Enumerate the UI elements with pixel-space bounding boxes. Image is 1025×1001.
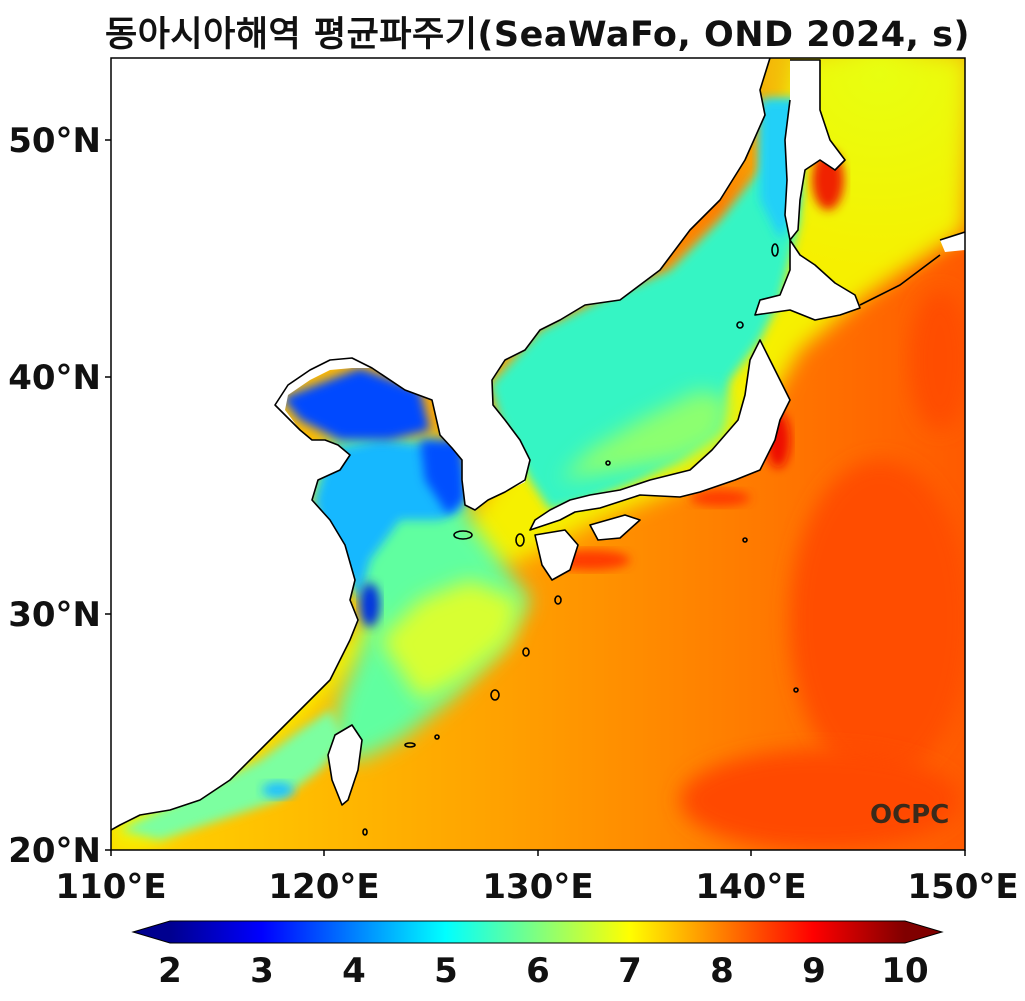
wave-period-field — [111, 58, 965, 850]
colorbar-tick-label: 9 — [802, 951, 826, 991]
colorbar-tick-label: 5 — [434, 951, 458, 991]
x-tick-label: 120°E — [268, 867, 379, 907]
colorbar-tick-label: 6 — [526, 951, 550, 991]
colorbar-min-extend — [133, 921, 170, 943]
x-tick-label: 130°E — [482, 867, 593, 907]
colorbar-tick-label: 7 — [618, 951, 642, 991]
colorbar — [131, 920, 944, 944]
y-tick-label: 40°N — [8, 358, 101, 398]
colorbar-tick-label: 10 — [881, 951, 928, 991]
colorbar-labels: 2 3 4 5 6 7 8 9 10 — [158, 951, 929, 991]
y-tick-label: 20°N — [8, 831, 101, 871]
x-tick-label: 140°E — [695, 867, 806, 907]
map-title: 동아시아해역 평균파주기(SeaWaFo, OND 2024, s) — [105, 15, 970, 55]
axis-ticks — [105, 139, 966, 856]
colorbar-tick-label: 2 — [158, 951, 182, 991]
y-tick-label: 50°N — [8, 121, 101, 161]
y-axis-labels: 50°N 40°N 30°N 20°N — [8, 121, 101, 871]
colorbar-gradient — [170, 921, 905, 943]
y-tick-label: 30°N — [8, 595, 101, 635]
colorbar-max-extend — [905, 921, 942, 943]
x-tick-label: 150°E — [907, 867, 1018, 907]
colorbar-tick-label: 8 — [710, 951, 734, 991]
coastlines — [111, 58, 965, 836]
ocpc-watermark: OCPC — [870, 800, 949, 830]
x-tick-label: 110°E — [55, 867, 166, 907]
colorbar-tick-label: 4 — [342, 951, 366, 991]
x-axis-labels: 110°E 120°E 130°E 140°E 150°E — [55, 867, 1018, 907]
colorbar-tick-label: 3 — [250, 951, 274, 991]
